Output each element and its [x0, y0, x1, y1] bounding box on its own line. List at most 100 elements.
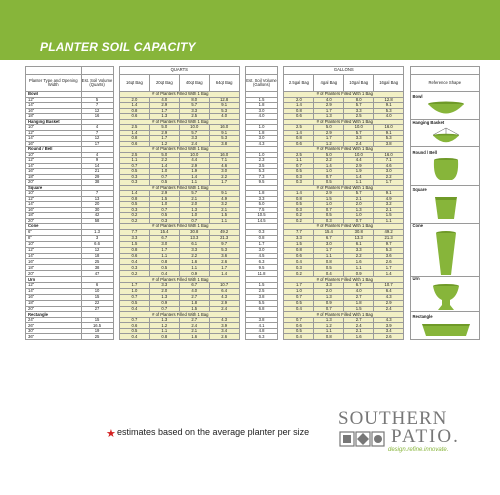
col-gal-bag: 2.5gal Bag: [283, 74, 315, 92]
gap-cell: [112, 108, 121, 114]
table-row: 16" 15 0.7 1.3 2.7 4.3 3.8 0.7 1.3 2.7 4.3: [25, 293, 480, 301]
gap-cell: [403, 276, 411, 283]
gap-cell: [403, 124, 411, 130]
gap-cell: [238, 97, 247, 103]
gap-cell: [403, 317, 411, 323]
gap-cell: [403, 306, 411, 312]
gap-cell: [238, 264, 247, 271]
gap-cell: [112, 333, 121, 340]
header-banner: PLANTER SOIL CAPACITY: [0, 0, 500, 60]
gap-cell: [112, 113, 121, 119]
gap-cell: [112, 190, 121, 196]
gap-cell: [112, 235, 121, 242]
gap-cell: [276, 333, 285, 340]
col-gal-bag: 4gal Bag: [313, 74, 345, 92]
gal-bag-count: 1.6: [343, 333, 375, 340]
gap-cell: [276, 163, 285, 169]
gap-cell: [238, 130, 247, 136]
table-row: 12" 12 0.8 1.7 3.3 5.3 3.0 0.8 1.7 3.3 5.3: [25, 246, 480, 254]
gap-cell: [112, 196, 121, 202]
gap-cell: [112, 218, 121, 224]
gap-cell: [403, 91, 411, 97]
shape-label: Round / Bell: [412, 149, 437, 155]
reference-shape-cell: Round / Bell: [409, 146, 481, 186]
qt-bag-count: 0.4: [118, 333, 150, 340]
table-row: 16" 30 0.3 0.7 1.3 2.1 7.5 0.3 0.7 1.3 2.1: [25, 206, 480, 213]
gap-cell: [112, 306, 121, 312]
gap-cell: [238, 163, 247, 169]
brand-line1: SOUTHERN: [338, 408, 448, 429]
qt-bag-count: 2.6: [208, 333, 240, 340]
gap-cell: [276, 288, 285, 295]
star-icon: ★: [106, 428, 116, 440]
table-row: 36" 25 0.4 0.8 1.6 2.6 6.3 0.4 0.8 1.6 2.6: [25, 333, 480, 340]
group-row: Rectangle # of Planters Filled With 1 Bag…: [25, 311, 481, 340]
group-row: Hanging Basket # of Planters Filled With …: [25, 118, 481, 147]
gap-cell: [403, 119, 411, 125]
gap-cell: [276, 253, 285, 259]
gap-cell: [112, 223, 121, 230]
gap-cell: [238, 207, 247, 213]
table-row: 16" 25 0.4 0.8 1.6 2.6 6.3 0.4 0.8 1.6 2.6: [25, 258, 480, 266]
gap-cell: [112, 247, 121, 254]
gap-cell: [112, 258, 121, 265]
gap-cell: [238, 253, 247, 259]
gap-cell: [403, 185, 411, 191]
gap-cell: [276, 247, 285, 254]
gap-cell: [403, 108, 411, 114]
gap-cell: [276, 190, 285, 196]
gap-cell: [276, 317, 285, 323]
gap-cell: [276, 141, 285, 147]
table-row: 18" 16 0.6 1.3 2.5 4.0 4.0 0.6 1.3 2.5 4.0: [25, 113, 480, 120]
column-header-row: Planter Type and Opening Width Est. Soil…: [25, 74, 481, 92]
gap-cell: [403, 141, 411, 147]
gap-cell: [403, 179, 411, 185]
gap-cell: [403, 229, 411, 236]
table-row: 18" 38 0.3 0.5 1.1 1.7 9.5 0.3 0.5 1.1 1.7: [25, 264, 480, 272]
gap-cell: [276, 146, 285, 152]
gap-cell: [238, 218, 247, 224]
gap-cell: [238, 241, 247, 248]
reference-shape-cell: Rectangle: [409, 311, 481, 340]
planter-shape-icon: [413, 127, 479, 145]
gap-cell: [276, 91, 285, 97]
reference-shape-cell: Cone: [409, 222, 481, 278]
gap-cell: [112, 241, 121, 248]
col-soil-volume-qt: Est. Soil Volume (Quarts): [80, 74, 114, 92]
gap-cell: [238, 201, 247, 207]
gap-cell: [112, 97, 121, 103]
col-qt-bag: 64qt Bag: [208, 74, 240, 92]
gap-cell: [276, 174, 285, 180]
gap-cell: [238, 328, 247, 334]
gap-cell: [112, 212, 121, 218]
group-header-row: QUARTS GALLONS: [25, 66, 481, 75]
page-title: PLANTER SOIL CAPACITY: [40, 40, 196, 54]
soil-volume-gal: 6.3: [244, 333, 279, 340]
col-gal-bag: 10gal Bag: [343, 74, 375, 92]
gap-cell: [238, 333, 247, 340]
gap-cell: [112, 179, 121, 185]
shape-label: Urn: [412, 276, 420, 282]
gap-cell: [276, 258, 285, 265]
gap-cell: [112, 163, 121, 169]
table-row: 14" 10 1.0 2.0 4.0 6.4 2.5 1.0 2.0 4.0 6.4: [25, 287, 480, 295]
gap-cell: [403, 201, 411, 207]
gap-cell: [403, 253, 411, 259]
gap-cell: [403, 223, 411, 230]
table-row: 16" 12 0.8 1.7 3.3 5.3 3.0 0.8 1.7 3.3 5.3: [25, 107, 480, 114]
shape-label: Cone: [412, 223, 423, 228]
gap-cell: [276, 102, 285, 108]
gap-cell: [276, 119, 285, 125]
gap-cell: [112, 270, 121, 277]
gap-cell: [276, 218, 285, 224]
gap-cell: [276, 270, 285, 277]
table-row: 12" 5 2.0 4.0 8.0 12.8 1.5 2.0 4.0 8.0 12.8: [25, 96, 480, 103]
planter-shape-icon: [413, 321, 479, 337]
table-row: 14" 20 0.5 1.0 2.0 3.2 5.0 0.5 1.0 2.0 3.2: [25, 201, 480, 208]
gap-cell: [238, 179, 247, 185]
gap-cell: [238, 91, 247, 97]
gap-cell: [276, 276, 285, 283]
gap-cell: [238, 258, 247, 265]
gap-cell: [403, 311, 411, 318]
table-row: 24" 15 0.7 1.3 2.7 4.3 3.8 0.7 1.3 2.7 4.3: [25, 316, 480, 324]
